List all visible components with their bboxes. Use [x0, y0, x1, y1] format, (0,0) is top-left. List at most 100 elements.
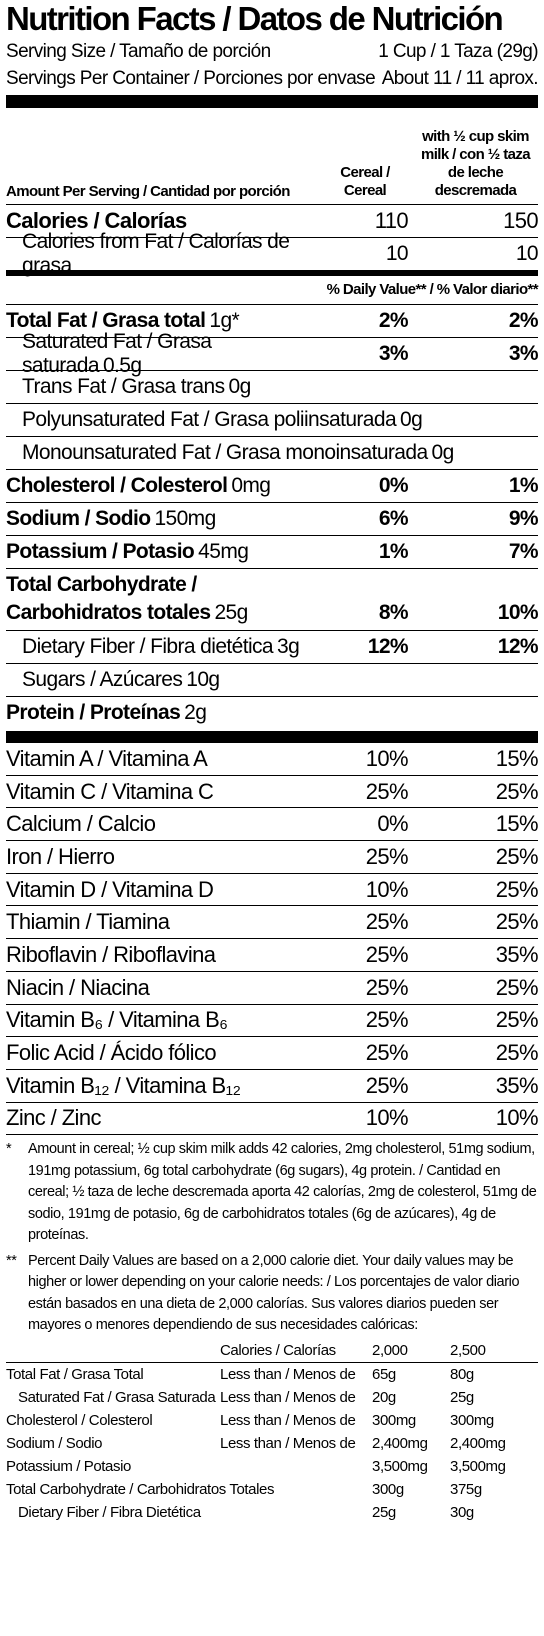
- milk-dv: 25%: [495, 909, 539, 935]
- table-limit: [220, 1478, 372, 1501]
- serving-size-label: Serving Size / Tamaño de porción: [6, 41, 271, 62]
- table-nutrient: Dietary Fiber / Fibra Dietética: [18, 1503, 201, 1521]
- table-nutrient: Total Carbohydrate / Carbohidratos Total…: [6, 1480, 275, 1498]
- nutrient-amount: 0.5g: [102, 354, 142, 377]
- nutrient-cell: Sodium / Sodio 150mg: [6, 507, 328, 531]
- cereal-column: Cereal / Cereal: [340, 164, 390, 199]
- milk-dv: 10%: [497, 601, 539, 624]
- table-2000: 65g: [372, 1365, 396, 1383]
- nutrient-row: Dietary Fiber / Fibra dietética 3g 12% 12%: [6, 630, 539, 663]
- nutrient-name: Total Fat / Grasa total: [6, 309, 206, 332]
- vitamin-name: Vitamin A / Vitamina A: [6, 745, 208, 771]
- milk-column: with ½ cup skim milk / con ½ taza de lec…: [420, 128, 531, 199]
- nutrient-cell: Dietary Fiber / Fibra dietética 3g: [6, 635, 328, 659]
- calories-fat-row: Calories from Fat / Calorías de grasa 10 1…: [6, 230, 539, 277]
- nutrient-row: Monounsaturated Fat / Grasa monoinsatura…: [6, 436, 538, 469]
- nutrient-amount: 0g: [228, 375, 252, 398]
- calories-header: Calories / Calorías: [220, 1341, 336, 1359]
- vitamin-row: Thiamin / Tiamina 25% 25%: [6, 905, 539, 938]
- nutrient-cell: Potassium / Potasio 45mg: [6, 540, 328, 564]
- table-limit: Less than / Menos de: [220, 1365, 356, 1383]
- cereal-dv: 25%: [365, 1072, 409, 1098]
- nutrient-amount: 10g: [186, 668, 220, 691]
- nutrient-amount: 1g*: [209, 309, 240, 332]
- nutrient-amount: 0mg: [231, 474, 271, 497]
- footnote-mark: **: [6, 1252, 17, 1269]
- nutrient-name: Potassium / Potasio: [6, 540, 195, 563]
- vitamin-name: Niacin / Niacina: [6, 974, 150, 1000]
- milk-dv: 25%: [495, 843, 539, 869]
- nutrient-name: Total Carbohydrate / Carbohidratos total…: [6, 573, 211, 624]
- cereal-dv: 10%: [365, 745, 409, 771]
- nutrient-amount: 0g: [400, 408, 423, 431]
- calories-fat-cereal: 10: [385, 242, 409, 265]
- cereal-dv: 3%: [378, 342, 409, 365]
- nutrient-name: Polyunsaturated Fat / Grasa poliinsatura…: [22, 408, 397, 431]
- cereal-dv: 10%: [365, 876, 409, 902]
- vitamin-name: Thiamin / Tiamina: [6, 909, 170, 935]
- nutrient-row: Sugars / Azúcares 10g: [6, 663, 538, 696]
- nutrient-name: Saturated Fat / Grasa saturada: [22, 330, 212, 377]
- nutrient-amount: 150mg: [154, 507, 216, 530]
- milk-dv: 35%: [495, 1072, 539, 1098]
- nutrient-name: Monounsaturated Fat / Grasa monoinsatura…: [22, 441, 428, 464]
- calories-cereal: 110: [374, 208, 409, 233]
- amount-per-serving: Amount Per Serving / Cantidad por porció…: [6, 183, 290, 200]
- nutrient-cell: Polyunsaturated Fat / Grasa poliinsatura…: [6, 408, 538, 432]
- milk-dv: 12%: [497, 635, 539, 658]
- vitamin-name: Zinc / Zinc: [6, 1105, 101, 1131]
- serving-size: Serving Size / Tamaño de porción 1 Cup / …: [6, 38, 539, 65]
- nutrient-row: Saturated Fat / Grasa saturada 0.5g 3% 3%: [6, 330, 539, 377]
- table-2000: 25g: [372, 1503, 396, 1521]
- nutrients: Total Fat / Grasa total 1g* 2% 2% Saturated …: [6, 304, 539, 729]
- table-2000: 20g: [372, 1388, 396, 1406]
- table-limit: Less than / Menos de: [220, 1434, 356, 1452]
- footnote-text: Amount in cereal; ½ cup skim milk adds 4…: [28, 1141, 537, 1244]
- table-limit: Less than / Menos de: [220, 1388, 356, 1406]
- thick-bar: [6, 731, 538, 743]
- cereal-dv: 2%: [378, 309, 409, 332]
- table-2000: 2,400mg: [372, 1434, 428, 1452]
- table-nutrient: Potassium / Potasio: [6, 1457, 131, 1475]
- table-row: Saturated Fat / Grasa Saturada Less than …: [6, 1386, 538, 1409]
- daily-table: Calories / Calorías 2,000 2,500 Total Fat /…: [6, 1339, 538, 1524]
- footnote-text: Percent Daily Values are based on a 2,00…: [28, 1252, 520, 1334]
- spacer: [6, 1339, 220, 1362]
- vitamin-row: Riboflavin / Riboflavina 25% 35%: [6, 938, 539, 971]
- serving-size-value: 1 Cup / 1 Taza (29g): [378, 41, 538, 62]
- nutrient-name: Sodium / Sodio: [6, 507, 151, 530]
- cereal-dv: 1%: [378, 540, 409, 563]
- nutrient-name: Dietary Fiber / Fibra dietética: [22, 635, 274, 658]
- col-2500-header: 2,500: [450, 1341, 486, 1359]
- table-2000: 300mg: [372, 1411, 416, 1429]
- table-2000: 3,500mg: [372, 1457, 428, 1475]
- vitamin-name: Vitamin B₁₂ / Vitamina B₁₂: [6, 1072, 241, 1098]
- medium-bar: [6, 270, 538, 276]
- vitamin-row: Iron / Hierro 25% 25%: [6, 840, 539, 873]
- milk-dv: 15%: [495, 745, 539, 771]
- servings-label: Servings Per Container / Porciones por e…: [6, 68, 376, 89]
- nutrient-cell: Monounsaturated Fat / Grasa monoinsatura…: [6, 441, 538, 465]
- table-2500: 2,400mg: [450, 1434, 506, 1452]
- table-row: Total Fat / Grasa Total Less than / Menos…: [6, 1363, 538, 1386]
- nutrient-amount: 25g: [214, 601, 248, 624]
- nutrient-name: Cholesterol / Colesterol: [6, 474, 228, 497]
- nutrient-cell: Total Fat / Grasa total 1g*: [6, 309, 328, 333]
- vitamin-name: Riboflavin / Riboflavina: [6, 941, 216, 967]
- milk-dv: 25%: [495, 778, 539, 804]
- nutrient-row: Potassium / Potasio 45mg 1% 7%: [6, 535, 539, 568]
- column-header: Amount Per Serving / Cantidad por porció…: [6, 108, 538, 204]
- cereal-dv: 0%: [377, 811, 408, 837]
- milk-dv: 35%: [495, 941, 539, 967]
- calories-fat-label: Calories from Fat / Calorías de grasa: [22, 230, 290, 277]
- calories-label: Calories / Calorías: [6, 208, 187, 233]
- table-nutrient: Saturated Fat / Grasa Saturada: [18, 1388, 216, 1406]
- milk-dv: 25%: [495, 876, 539, 902]
- vitamin-row: Vitamin D / Vitamina D 10% 25%: [6, 872, 539, 906]
- vitamin-row: Calcium / Calcio 0% 15%: [6, 807, 539, 840]
- nutrient-row: Cholesterol / Colesterol 0mg 0% 1%: [6, 469, 539, 502]
- table-2000: 300g: [372, 1480, 404, 1498]
- nutrient-cell: Saturated Fat / Grasa saturada 0.5g: [6, 330, 328, 378]
- milk-dv: 1%: [508, 474, 539, 497]
